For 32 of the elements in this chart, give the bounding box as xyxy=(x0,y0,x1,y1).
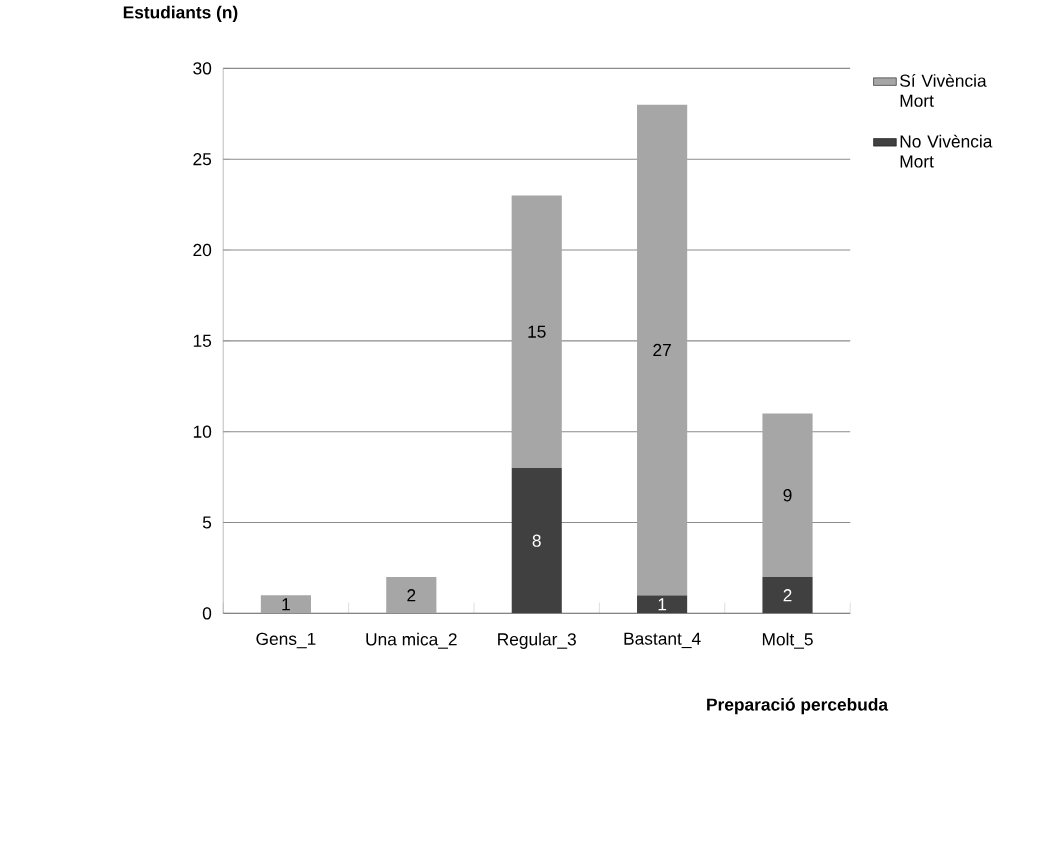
legend-label: No Vivència Mort xyxy=(900,134,993,168)
x-tick-label: Regular_3 xyxy=(498,632,576,649)
bar xyxy=(762,577,813,614)
y-tick-label: 15 xyxy=(193,334,212,347)
x-tick-label: Una mica_2 xyxy=(366,632,457,649)
bar xyxy=(762,413,813,578)
y-tick-label: 20 xyxy=(193,243,212,257)
bar xyxy=(511,195,562,469)
bar xyxy=(637,595,688,614)
y-tick-label: 0 xyxy=(202,607,212,620)
data-label: 2 xyxy=(407,589,416,602)
bar xyxy=(260,595,311,614)
x-tick-label: Molt_5 xyxy=(762,632,813,649)
bar xyxy=(511,468,562,614)
x-axis-title: Preparació percebuda xyxy=(707,697,889,715)
data-label: 15 xyxy=(528,325,546,338)
bar xyxy=(637,104,688,596)
bar xyxy=(386,577,437,614)
data-label: 8 xyxy=(532,534,541,547)
legend-label: Sí Vivència Mort xyxy=(900,74,987,107)
y-tick-label: 25 xyxy=(193,153,212,166)
data-label: 1 xyxy=(282,598,290,611)
y-tick-label: 10 xyxy=(193,425,212,438)
y-axis-title: Estudiants (n) xyxy=(123,5,238,22)
data-label: 2 xyxy=(783,589,792,602)
data-label: 27 xyxy=(653,343,671,357)
data-label: 9 xyxy=(783,489,792,502)
data-label: 1 xyxy=(658,598,667,611)
y-tick-label: 30 xyxy=(193,62,212,75)
y-tick-label: 5 xyxy=(202,516,212,529)
x-tick-label: Gens_1 xyxy=(256,632,316,649)
x-tick-label: Bastant_4 xyxy=(624,632,701,649)
